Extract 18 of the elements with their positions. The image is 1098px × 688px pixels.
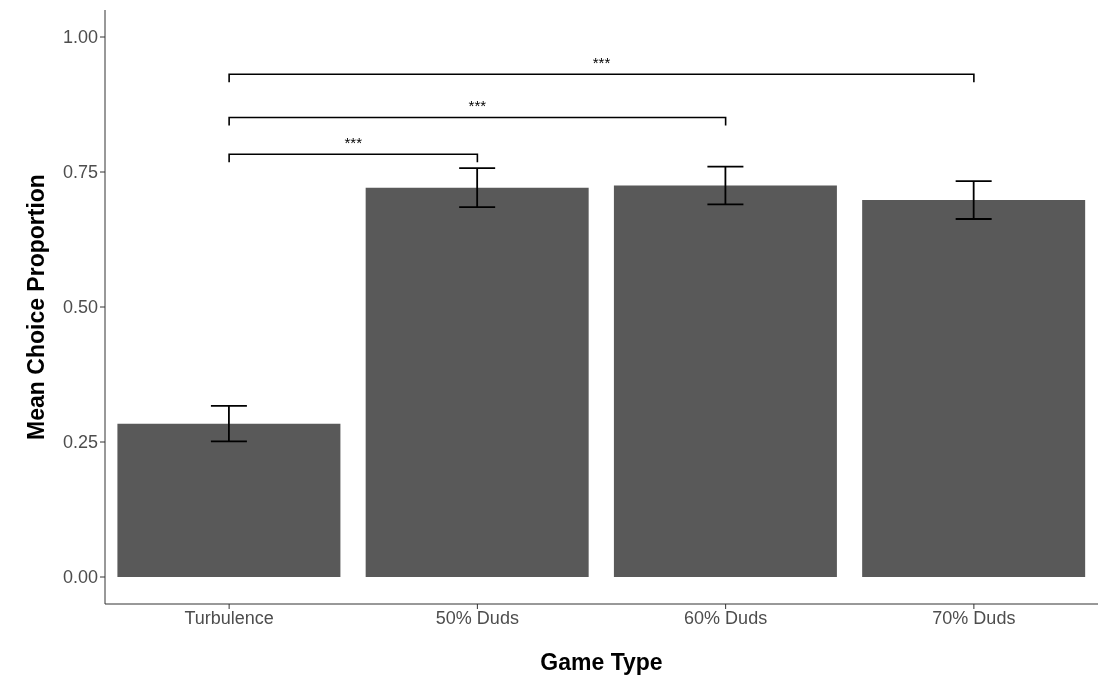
annotation: ***: [468, 97, 487, 115]
bar: [862, 200, 1086, 577]
annotation: ***: [344, 134, 363, 152]
x-tick-label: 50% Duds: [435, 607, 519, 628]
annotation: ***: [592, 54, 611, 72]
y-axis-title: Mean Choice Proportion: [23, 174, 50, 440]
bar: [365, 187, 589, 577]
x-tick-label: 70% Duds: [932, 607, 1016, 628]
x-tick-label: 60% Duds: [684, 607, 768, 628]
y-tick-label: 0.50: [62, 297, 98, 318]
y-tick-label: 1.00: [62, 27, 98, 48]
x-tick-label: Turbulence: [184, 607, 274, 628]
y-tick-label: 0.25: [62, 432, 98, 453]
bar: [613, 185, 837, 577]
bar: [117, 423, 341, 577]
x-axis-title: Game Type: [540, 649, 663, 675]
y-tick-label: 0.00: [62, 567, 98, 588]
y-tick-label: 0.75: [62, 162, 98, 183]
